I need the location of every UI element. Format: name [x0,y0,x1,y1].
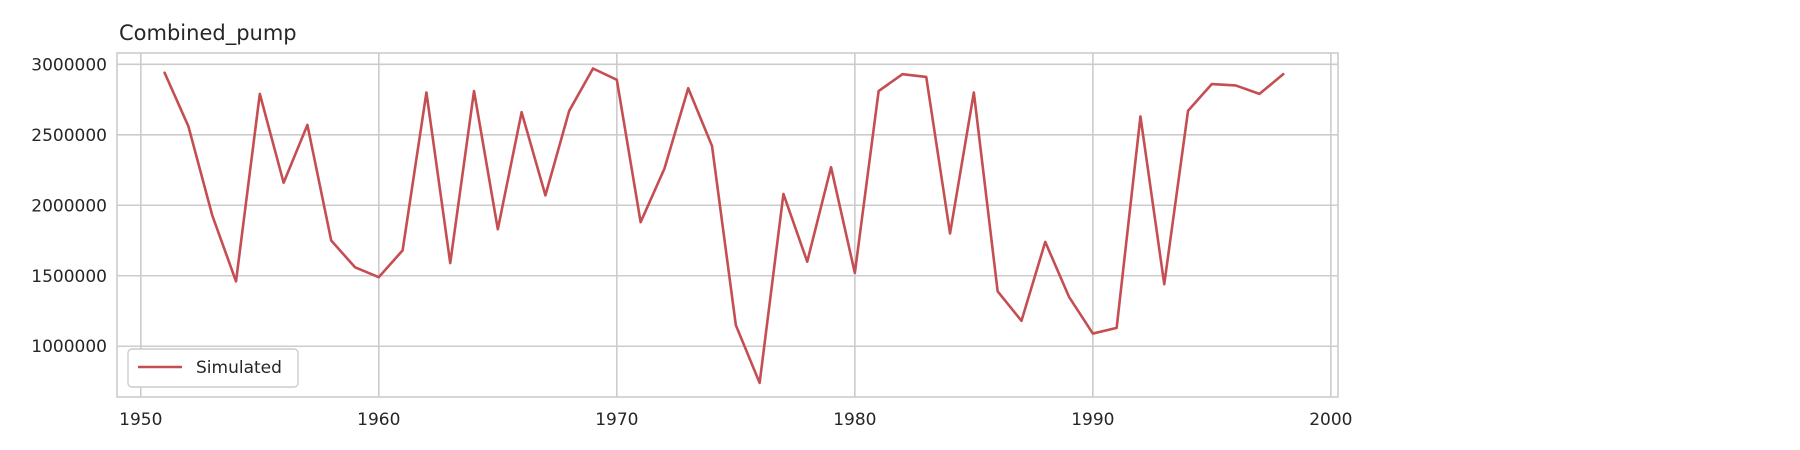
legend-label-simulated: Simulated [196,358,282,378]
x-tick-label: 1960 [357,410,400,430]
grid [117,53,1338,397]
series-line-simulated [163,67,1285,385]
chart-title: Combined_pump [119,21,297,46]
plot-area-frame [116,52,1339,398]
x-tick-label: 1990 [1071,410,1114,430]
y-tick-label: 2500000 [31,126,107,146]
y-tick-label: 1500000 [31,267,107,287]
x-tick-label: 2000 [1309,410,1352,430]
x-tick-label: 1980 [833,410,876,430]
x-tick-label: 1970 [595,410,638,430]
legend-box [127,348,299,388]
y-tick-label: 2000000 [31,196,107,216]
y-tick-label: 3000000 [31,55,107,75]
series-layer [163,67,1285,385]
x-tick-label: 1950 [119,410,162,430]
y-tick-label: 1000000 [31,337,107,357]
legend: Simulated [127,348,299,388]
tick-labels: 1950 1960 1970 1980 1990 2000 1000000 1500000 20… [31,55,1352,430]
